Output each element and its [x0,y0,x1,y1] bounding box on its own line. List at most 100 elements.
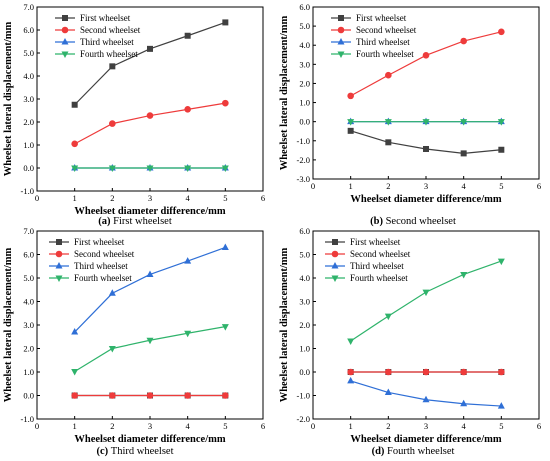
series-1-point [109,63,116,70]
legend-marker-3 [61,38,69,45]
y-tick-label: 1.0 [299,344,310,354]
series-2-point [222,392,229,399]
x-tick-label: 1 [73,421,77,431]
series-4-point [497,119,505,126]
series-2-point [184,392,191,399]
x-tick-label: 4 [462,421,467,431]
chart-panel-1: 0 1 2 3 4 5 6 -1.0 0.0 1.0 2.0 3.0 4.0 5.0 6.0 7.0 Wheel… [3,2,265,227]
series-3-point [497,402,505,409]
y-tick-label: 2.0 [299,320,310,330]
x-axis-label: Wheelset diameter difference/mm [74,434,225,445]
series-1-point [184,32,191,39]
y-axis-label: Wheelset lateral displacement/mm [279,247,290,402]
caption-letter: (c) [97,446,111,457]
x-tick-label: 6 [261,421,265,431]
y-tick-label: 5.0 [299,250,310,260]
y-tick-label: 7.0 [23,226,34,236]
series-2-point [71,392,78,399]
legend-label-2: Second wheelset [80,25,141,35]
series-2-point [422,52,430,59]
y-tick-label: 4.0 [299,273,310,283]
x-tick-label: 5 [499,181,503,191]
caption-text: Third wheelset [111,446,174,457]
y-tick-label: 3.0 [299,59,310,69]
caption-text: Fourth wheelset [387,446,454,457]
series-3-point [384,388,392,395]
series-4-point [146,165,154,172]
legend-marker-4 [55,275,63,282]
y-tick-label: 6.0 [299,2,310,12]
x-tick-label: 1 [349,421,353,431]
y-tick-label: 3.0 [299,297,310,307]
series-2-point [460,37,467,45]
series-2-point [222,99,229,107]
series-4-point [71,165,79,172]
series-4-point [384,119,392,126]
x-tick-label: 0 [35,421,39,431]
y-tick-label: 6.0 [299,226,310,236]
y-tick-label: 4.0 [299,40,310,50]
x-axis-label: Wheelset diameter difference/mm [350,194,501,205]
series-2-point [460,368,467,376]
legend-label-3: Third wheelset [356,37,410,47]
legend-marker-2 [337,26,345,34]
legend-label-4: Fourth wheelset [74,273,132,283]
legend-marker-3 [337,38,345,45]
x-tick-label: 3 [424,181,428,191]
y-tick-label: 0.0 [23,391,34,401]
x-tick-label: 0 [35,193,39,203]
series-2-point [146,392,154,399]
series-1-point [498,146,505,153]
series-4-point [422,289,430,297]
caption-text: First wheelset [113,216,172,227]
y-axis-label: Wheelset lateral displacement/mm [279,15,290,170]
y-tick-label: -2.0 [297,155,310,165]
legend-label-3: Third wheelset [80,37,134,47]
legend-marker-4 [331,275,339,282]
series-4-point [184,330,192,338]
legend-marker-2 [61,26,69,34]
caption-text: Second wheelset [386,216,456,227]
series-1-point [71,101,78,108]
series-4-point [460,119,468,126]
series-2-point [385,368,392,376]
x-tick-label: 0 [311,421,315,431]
series-2-point [347,368,354,376]
series-3-point [422,395,430,403]
legend-label-2: Second wheelset [74,249,135,259]
y-tick-label: 5.0 [299,21,310,31]
legend-label-4: Fourth wheelset [356,49,414,59]
series-2-point [71,140,78,148]
legend-label-2: Second wheelset [356,25,417,35]
x-tick-label: 0 [311,181,315,191]
series-4-point [460,271,468,279]
y-tick-label: 3.0 [23,320,34,330]
x-tick-label: 6 [537,421,541,431]
x-tick-label: 5 [223,193,227,203]
series-1-point [347,127,354,134]
series-3-point [347,376,355,384]
caption-letter: (d) [372,446,387,457]
series-line-2 [74,102,226,145]
series-4-point [347,338,355,345]
legend-label-4: Fourth wheelset [350,273,408,283]
y-tick-label: 1.0 [23,367,34,377]
y-tick-label: 3.0 [23,94,34,104]
legend-label-2: Second wheelset [350,249,411,259]
legend-label-4: Fourth wheelset [80,49,138,59]
y-tick-label: -3.0 [297,174,310,184]
panel-caption: (d) Fourth wheelset [372,446,455,457]
legend-marker-1 [332,239,338,245]
series-4-point [71,369,79,376]
panel-caption: (c) Third wheelset [97,446,174,457]
x-tick-label: 6 [537,181,541,191]
series-2-point [184,106,191,113]
series-1-point [385,139,392,146]
x-tick-label: 6 [261,193,265,203]
series-1-point [222,19,229,26]
series-2-point [109,392,116,399]
y-tick-label: 6.0 [23,250,34,260]
legend-marker-1 [56,239,62,245]
series-line-4 [74,326,226,373]
